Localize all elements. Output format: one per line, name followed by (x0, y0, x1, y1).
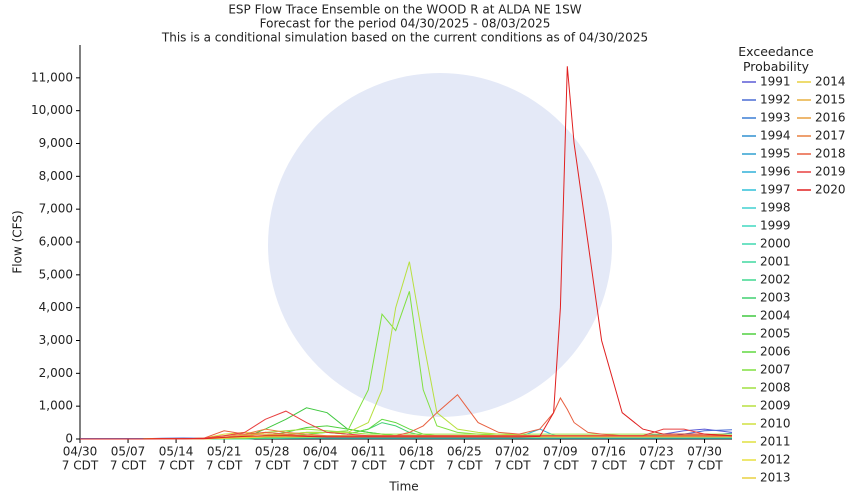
x-tick-time: 7 CDT (686, 459, 723, 473)
chart-subtitle: Forecast for the period 04/30/2025 - 08/… (260, 17, 551, 31)
y-tick-label: 5,000 (39, 267, 73, 281)
y-tick-label: 10,000 (31, 103, 73, 117)
legend-label: 2019 (815, 165, 846, 179)
x-tick-label: 07/09 (543, 445, 578, 459)
legend-label: 2003 (760, 291, 791, 305)
legend-label: 1999 (760, 219, 791, 233)
x-tick-time: 7 CDT (254, 459, 291, 473)
y-tick-label: 7,000 (39, 202, 73, 216)
y-tick-label: 0 (65, 432, 73, 446)
x-tick-time: 7 CDT (206, 459, 243, 473)
x-tick-time: 7 CDT (494, 459, 531, 473)
legend-label: 2015 (815, 93, 846, 107)
x-tick-label: 05/14 (159, 445, 194, 459)
legend-label: 2000 (760, 237, 791, 251)
legend-label: 2006 (760, 345, 791, 359)
legend-label: 1993 (760, 111, 791, 125)
legend-label: 2017 (815, 129, 846, 143)
legend-label: 1997 (760, 183, 791, 197)
x-tick-label: 04/30 (63, 445, 98, 459)
legend-label: 1994 (760, 129, 791, 143)
y-tick-label: 4,000 (39, 300, 73, 314)
y-tick-label: 3,000 (39, 333, 73, 347)
legend-label: 2014 (815, 75, 846, 89)
legend-label: 2010 (760, 417, 791, 431)
y-tick-label: 11,000 (31, 70, 73, 84)
x-tick-time: 7 CDT (110, 459, 147, 473)
legend-label: 2012 (760, 453, 791, 467)
y-tick-label: 9,000 (39, 136, 73, 150)
y-tick-label: 8,000 (39, 169, 73, 183)
x-tick-time: 7 CDT (158, 459, 195, 473)
legend-label: 1996 (760, 165, 791, 179)
x-tick-label: 05/07 (111, 445, 146, 459)
legend-label: 2004 (760, 309, 791, 323)
legend-label: 1992 (760, 93, 791, 107)
y-tick-label: 1,000 (39, 399, 73, 413)
x-tick-time: 7 CDT (62, 459, 99, 473)
x-tick-time: 7 CDT (398, 459, 435, 473)
legend-label: 2009 (760, 399, 791, 413)
legend-label: 2002 (760, 273, 791, 287)
legend-title-box: Exceedance Probability (738, 44, 814, 74)
x-tick-label: 07/23 (639, 445, 674, 459)
legend-title: Exceedance Probability (738, 44, 814, 74)
x-tick-time: 7 CDT (542, 459, 579, 473)
legend-label: 2007 (760, 363, 791, 377)
series-line (80, 66, 733, 440)
watermark (268, 73, 612, 417)
x-tick-time: 7 CDT (638, 459, 675, 473)
x-tick-time: 7 CDT (302, 459, 339, 473)
x-axis-label: Time (388, 480, 418, 494)
x-tick-label: 05/21 (207, 445, 242, 459)
legend-label: 2001 (760, 255, 791, 269)
y-tick-label: 6,000 (39, 235, 73, 249)
legend-label: 2016 (815, 111, 846, 125)
legend-label: 1991 (760, 75, 791, 89)
x-tick-label: 07/16 (591, 445, 626, 459)
chart-note: This is a conditional simulation based o… (161, 31, 648, 45)
x-tick-label: 06/18 (399, 445, 434, 459)
legend-label: 2018 (815, 147, 846, 161)
x-tick-time: 7 CDT (350, 459, 387, 473)
x-tick-label: 07/30 (687, 445, 722, 459)
legend-label: 2005 (760, 327, 791, 341)
legend-label: 2020 (815, 183, 846, 197)
x-tick-label: 07/02 (495, 445, 530, 459)
y-tick-label: 2,000 (39, 366, 73, 380)
series-line (80, 410, 733, 440)
legend-label: 1995 (760, 147, 791, 161)
x-tick-label: 06/11 (351, 445, 386, 459)
legend-label: 1998 (760, 201, 791, 215)
legend-label: 2013 (760, 471, 791, 485)
x-tick-label: 06/04 (303, 445, 338, 459)
legend-label: 2008 (760, 381, 791, 395)
x-tick-label: 05/28 (255, 445, 290, 459)
legend-label: 2011 (760, 435, 791, 449)
y-axis-label: Flow (CFS) (11, 210, 25, 273)
x-tick-time: 7 CDT (590, 459, 627, 473)
chart-title: ESP Flow Trace Ensemble on the WOOD R at… (228, 3, 581, 17)
x-tick-time: 7 CDT (446, 459, 483, 473)
x-tick-label: 06/25 (447, 445, 482, 459)
